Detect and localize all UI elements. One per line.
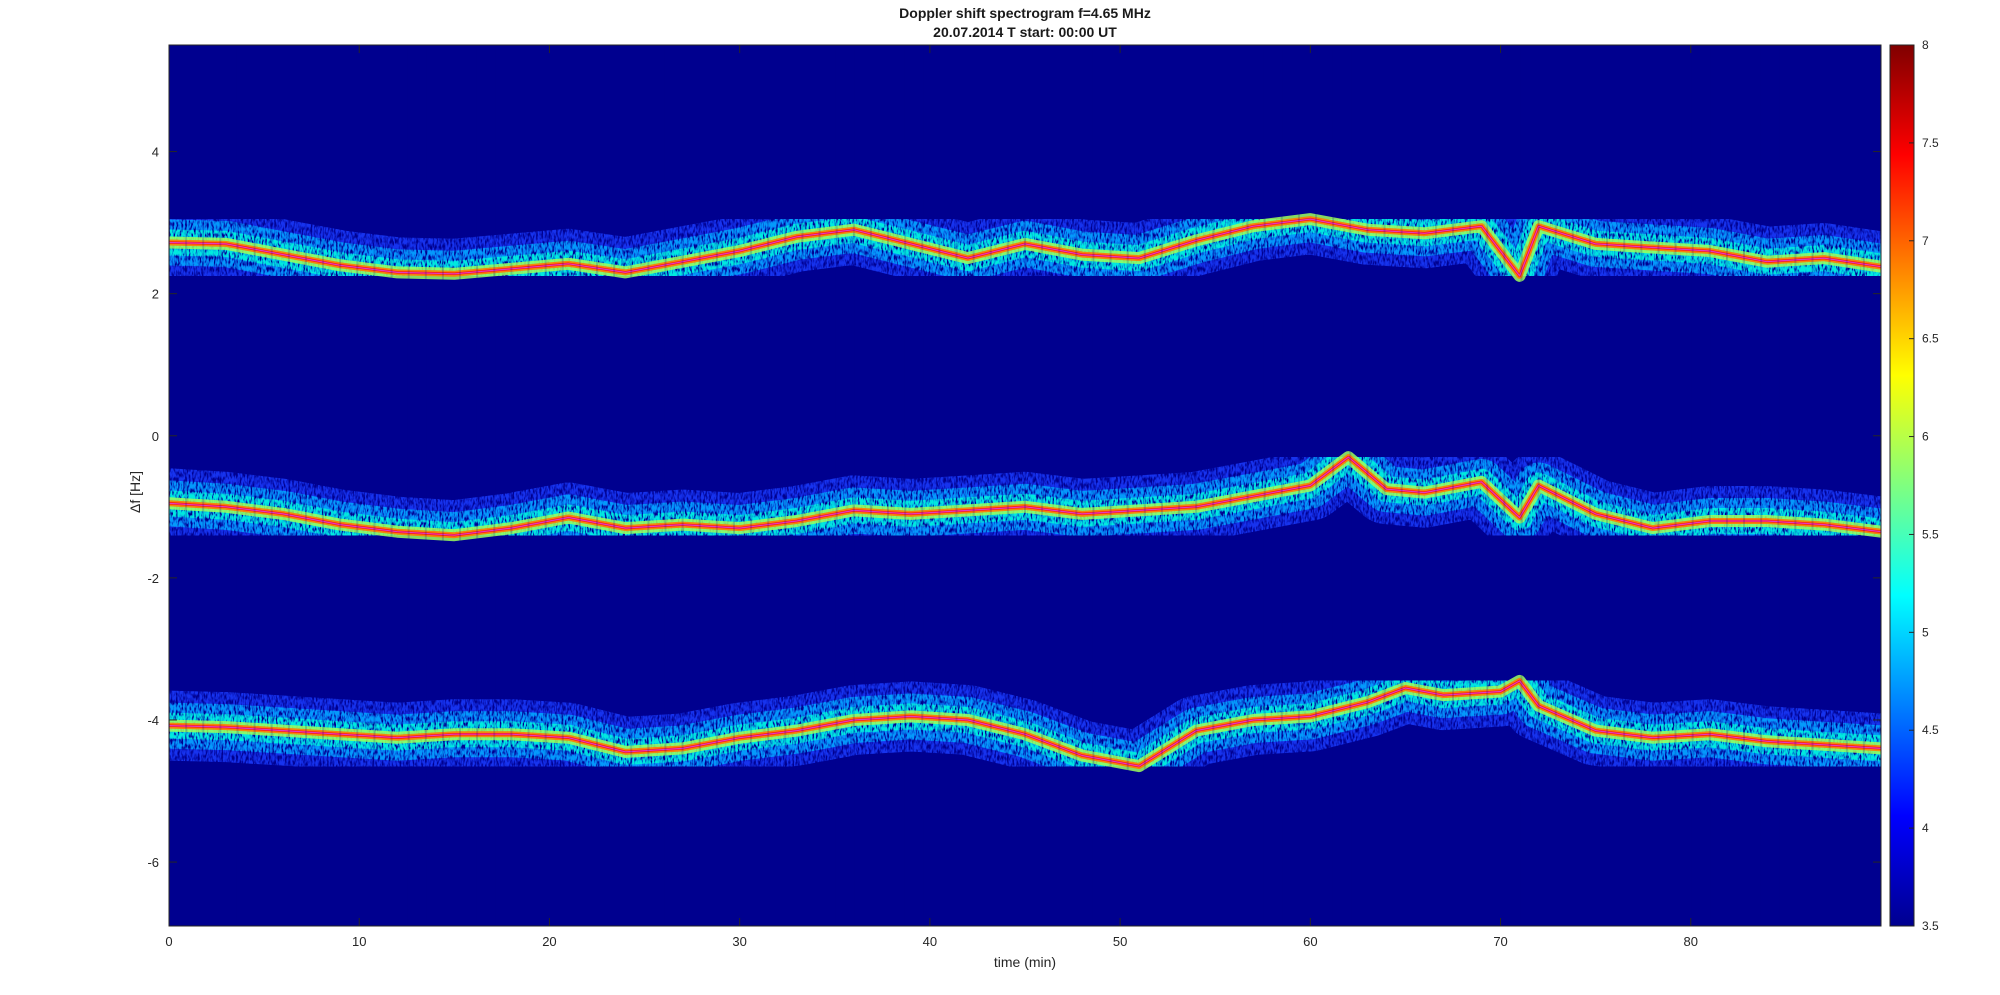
trace-band-1: [169, 184, 1881, 311]
x-tick-label: 40: [923, 934, 937, 949]
x-tick-label: 60: [1303, 934, 1317, 949]
trace-2-centerline: [169, 456, 1881, 536]
colorbar-axis: 8 7.5 7 6.5 6 5.5 5 4.5 4 3.5: [1909, 38, 1939, 933]
chart-title: Doppler shift spectrogram f=4.65 MHz: [899, 5, 1151, 21]
colorbar: [1889, 44, 1915, 927]
y-tick-label: -6: [147, 855, 159, 870]
x-tick-label: 0: [165, 934, 172, 949]
plot-frame: [168, 44, 1882, 927]
y-tick-label: 4: [152, 145, 159, 160]
colorbar-tick-label: 4: [1922, 821, 1929, 835]
x-tick-label: 80: [1684, 934, 1698, 949]
colorbar-tick-label: 6: [1922, 430, 1929, 444]
x-axis-label: time (min): [994, 954, 1056, 970]
y-axis-label: Δf [Hz]: [127, 471, 143, 513]
trace-3-centerline: [169, 680, 1881, 767]
colorbar-tick-label: 5: [1922, 625, 1929, 639]
x-tick-label: 10: [352, 934, 366, 949]
x-tick-label: 50: [1113, 934, 1127, 949]
y-tick-label: 0: [152, 429, 159, 444]
x-tick-label: 70: [1493, 934, 1507, 949]
spectrogram-traces: [169, 45, 1881, 926]
x-tick-label: 30: [732, 934, 746, 949]
x-tick-label: 20: [542, 934, 556, 949]
time-striations: [169, 45, 1865, 926]
y-tick-label: -2: [147, 571, 159, 586]
colorbar-tick-label: 7: [1922, 234, 1929, 248]
colorbar-tick-label: 4.5: [1922, 723, 1939, 737]
colorbar-tick-label: 8: [1922, 38, 1929, 52]
colorbar-tick-label: 6.5: [1922, 332, 1939, 346]
chart-subtitle: 20.07.2014 T start: 00:00 UT: [933, 24, 1117, 40]
y-axis: 4 2 0 -2 -4 -6: [147, 145, 1881, 870]
trace-band-2: [169, 422, 1881, 571]
y-tick-label: -4: [147, 713, 159, 728]
trace-1-centerline: [169, 218, 1881, 277]
y-tick-label: 2: [152, 287, 159, 302]
colorbar-tick-label: 7.5: [1922, 136, 1939, 150]
colorbar-tick-label: 5.5: [1922, 527, 1939, 541]
x-axis: 0 10 20 30 40 50 60 70 80: [165, 45, 1698, 949]
trace-band-3: [169, 645, 1881, 802]
colorbar-tick-label: 3.5: [1922, 919, 1939, 933]
